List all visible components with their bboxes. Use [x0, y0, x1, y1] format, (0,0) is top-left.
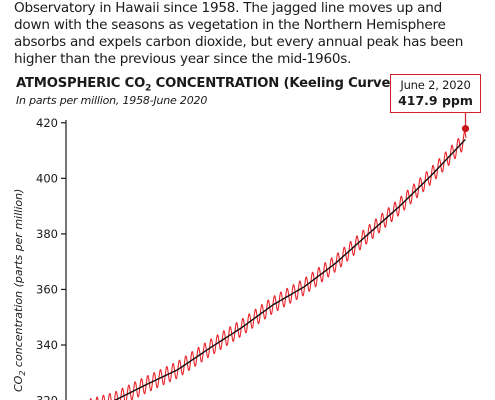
trend-co2-series: [113, 138, 466, 400]
intro-line: Observatory in Hawaii since 1958. The ja…: [14, 0, 442, 16]
y-tick-label: 340: [36, 338, 58, 352]
intro-line: down with the seasons as vegetation in t…: [14, 17, 446, 33]
y-tick-label: 360: [36, 282, 58, 296]
peak-date: June 2, 2020: [400, 78, 471, 92]
y-tick-label: 380: [36, 227, 58, 241]
chart-subtitle: In parts per million, 1958-June 2020: [16, 94, 208, 107]
y-axis-label-prefix: CO: [12, 375, 25, 392]
y-axis-label: CO2 concentration (parts per million): [12, 189, 27, 392]
y-tick-label: 420: [36, 116, 58, 130]
y-axis-label-suffix: concentration (parts per million): [12, 188, 25, 371]
chart-title-suffix: CONCENTRATION (Keeling Curve): [151, 76, 397, 91]
chart-title-sub: 2: [145, 83, 152, 94]
chart-title: ATMOSPHERIC CO2 CONCENTRATION (Keeling C…: [16, 76, 396, 94]
intro-line: higher than the previous year since the …: [14, 51, 352, 67]
intro-line: absorbs and expels carbon dioxide, but e…: [14, 34, 464, 50]
monthly-co2-series: [84, 131, 467, 400]
chart-title-prefix: ATMOSPHERIC CO: [16, 76, 146, 91]
y-axis-label-sub: 2: [18, 370, 28, 376]
peak-value: 417.9 ppm: [398, 93, 473, 108]
peak-marker: [461, 125, 470, 133]
y-tick-label: 400: [36, 171, 58, 185]
intro-text: Observatory in Hawaii since 1958. The ja…: [14, 0, 484, 68]
y-tick-label: 320: [36, 394, 58, 400]
peak-callout: June 2, 2020 417.9 ppm: [390, 74, 481, 113]
